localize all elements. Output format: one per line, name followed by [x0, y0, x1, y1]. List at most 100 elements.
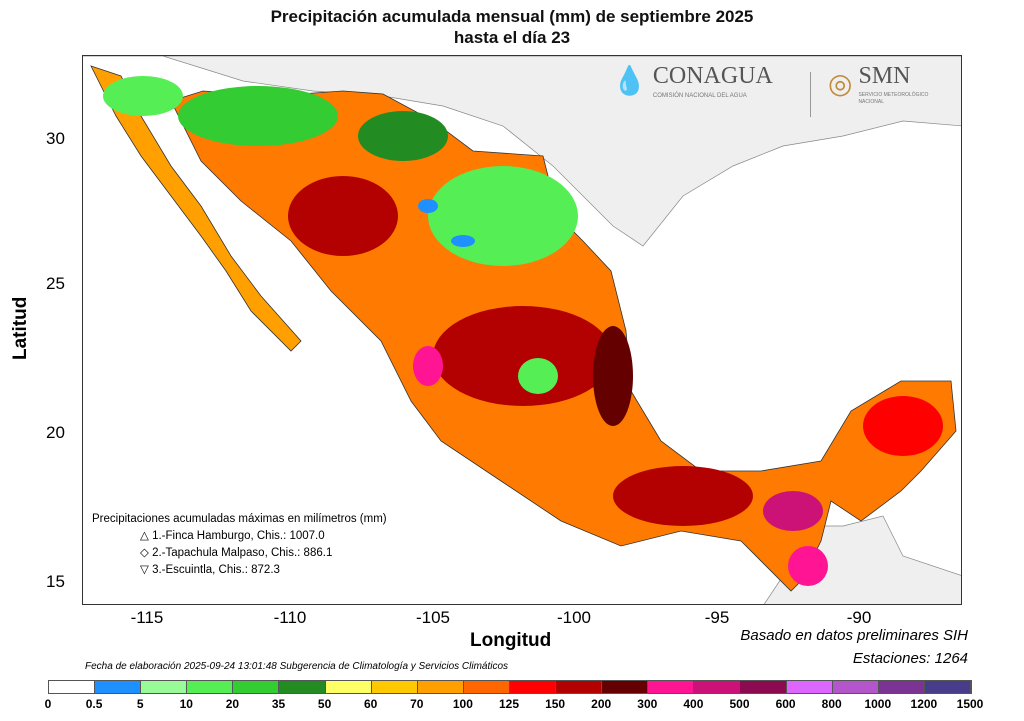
sierra-red-region — [288, 176, 398, 256]
colorbar-label: 1500 — [956, 697, 984, 711]
colorbar-swatch — [509, 681, 557, 693]
smn-text-block: SMN SERVICIO METEOROLÓGICO NACIONAL — [858, 62, 928, 106]
y-tick: 30 — [46, 129, 65, 148]
creation-date-note: Fecha de elaboración 2025-09-24 13:01:48… — [85, 661, 509, 672]
colorbar-label: 35 — [271, 697, 286, 711]
maxima-item-text: 1.-Finca Hamburgo, Chis.: 1007.0 — [152, 530, 325, 542]
chiapas-magenta-region — [763, 491, 823, 531]
conagua-logo: 💧 CONAGUA COMISIÓN NACIONAL DEL AGUA — [612, 62, 773, 100]
smn-subtitle: SERVICIO METEOROLÓGICO NACIONAL — [858, 92, 929, 105]
baja-california — [90, 65, 302, 352]
colorbar-label: 70 — [410, 697, 424, 711]
colorbar-labels: 0 0.5 5 10 20 35 50 60 70 100 125 150 200 300 400 500 60… — [44, 697, 984, 717]
sonora-green-region — [178, 86, 338, 146]
yucatan-red-region — [863, 396, 943, 456]
colorbar-label: 60 — [364, 697, 378, 711]
maxima-item-text: 2.-Tapachula Malpaso, Chis.: 886.1 — [152, 547, 333, 559]
colorbar-swatch — [279, 681, 326, 693]
colorbar-label: 5 — [136, 697, 144, 711]
colorbar-label: 400 — [683, 697, 704, 711]
colorbar-label: 20 — [225, 697, 240, 711]
maxima-item-text: 3.-Escuintla, Chis.: 872.3 — [152, 564, 280, 576]
x-tick: -110 — [273, 608, 307, 627]
colorbar-swatch — [694, 681, 741, 693]
y-axis-label: Latitud — [10, 296, 31, 360]
colorbar-label: 0 — [44, 697, 52, 711]
colorbar-label: 50 — [317, 697, 332, 711]
x-tick: -100 — [556, 608, 592, 627]
x-tick: -115 — [130, 608, 164, 627]
colorbar-label: 1200 — [910, 697, 938, 711]
colorbar-swatch — [878, 681, 925, 693]
smn-spiral-icon: ◎ — [828, 68, 853, 99]
central-red-region — [433, 306, 613, 406]
coahuila-green-region — [428, 166, 578, 266]
colorbar-label: 200 — [591, 697, 612, 711]
diamond-icon: ◇ — [140, 547, 149, 559]
colorbar-swatch — [233, 681, 280, 693]
nayarit-magenta-region — [413, 346, 443, 386]
y-tick: 25 — [46, 274, 65, 293]
smn-name: SMN — [858, 63, 911, 89]
colorbar-label: 800 — [821, 697, 842, 711]
title-line-2: hasta el día 23 — [453, 28, 571, 47]
usa-land — [83, 56, 961, 247]
x-tick: -95 — [704, 608, 730, 627]
colorbar-swatch — [187, 681, 234, 693]
logo-divider — [810, 72, 811, 117]
x-tick: -90 — [846, 608, 872, 627]
blue-spot — [451, 235, 475, 247]
colorbar-label: 300 — [637, 697, 658, 711]
triangle-up-icon: △ — [140, 530, 149, 542]
baja-green-region — [103, 76, 183, 116]
colorbar-label: 100 — [452, 697, 473, 711]
colorbar-swatch — [924, 681, 971, 693]
veracruz-darkred-region — [593, 326, 633, 426]
chart-title: Precipitación acumulada mensual (mm) de … — [0, 6, 1024, 48]
stations-count: Estaciones: 1264 — [852, 650, 968, 667]
chihuahua-green-region — [358, 111, 448, 161]
colorbar-swatch — [371, 681, 418, 693]
conagua-text-block: CONAGUA COMISIÓN NACIONAL DEL AGUA — [653, 62, 773, 100]
colorbar-swatch — [602, 681, 649, 693]
colorbar-swatch — [786, 681, 833, 693]
chiapas-magenta-region — [788, 546, 828, 586]
colorbar-swatch — [832, 681, 879, 693]
title-line-1: Precipitación acumulada mensual (mm) de … — [270, 7, 754, 26]
conagua-subtitle: COMISIÓN NACIONAL DEL AGUA — [652, 93, 747, 99]
triangle-down-icon: ▽ — [140, 564, 149, 576]
colorbar-swatch — [648, 681, 695, 693]
conagua-name: CONAGUA — [652, 63, 773, 89]
colorbar-label: 10 — [179, 697, 193, 711]
colorbar — [48, 680, 972, 694]
bajio-green-region — [518, 358, 558, 394]
colorbar-label: 600 — [775, 697, 796, 711]
colorbar-label: 0.5 — [85, 697, 103, 711]
conagua-drop-icon: 💧 — [612, 65, 647, 96]
colorbar-swatch — [141, 681, 188, 693]
colorbar-swatch — [463, 681, 510, 693]
colorbar-swatch — [325, 681, 372, 693]
x-axis-label: Longitud — [470, 630, 552, 651]
colorbar-label: 125 — [498, 697, 520, 711]
x-tick: -105 — [415, 608, 451, 627]
maxima-heading: Precipitaciones acumuladas máximas en mi… — [92, 513, 387, 525]
maxima-item: ◇ 2.-Tapachula Malpaso, Chis.: 886.1 — [92, 545, 387, 562]
colorbar-swatch — [49, 681, 96, 693]
colorbar-swatch — [95, 681, 142, 693]
colorbar-swatch — [417, 681, 464, 693]
smn-logo: ◎ SMN SERVICIO METEOROLÓGICO NACIONAL — [828, 62, 928, 106]
colorbar-swatch — [556, 681, 603, 693]
colorbar-label: 150 — [545, 697, 566, 711]
colorbar-label: 1000 — [864, 697, 892, 711]
maxima-box: Precipitaciones acumuladas máximas en mi… — [86, 509, 393, 581]
colorbar-label: 500 — [729, 697, 750, 711]
data-source-note: Basado en datos preliminares SIH — [740, 627, 968, 644]
maxima-item: △ 1.-Finca Hamburgo, Chis.: 1007.0 — [92, 528, 387, 545]
blue-spot — [418, 199, 438, 213]
colorbar-swatch — [740, 681, 787, 693]
maxima-item: ▽ 3.-Escuintla, Chis.: 872.3 — [92, 562, 387, 579]
oaxaca-red-region — [613, 466, 753, 526]
y-tick: 15 — [46, 572, 65, 591]
y-tick: 20 — [46, 423, 65, 442]
